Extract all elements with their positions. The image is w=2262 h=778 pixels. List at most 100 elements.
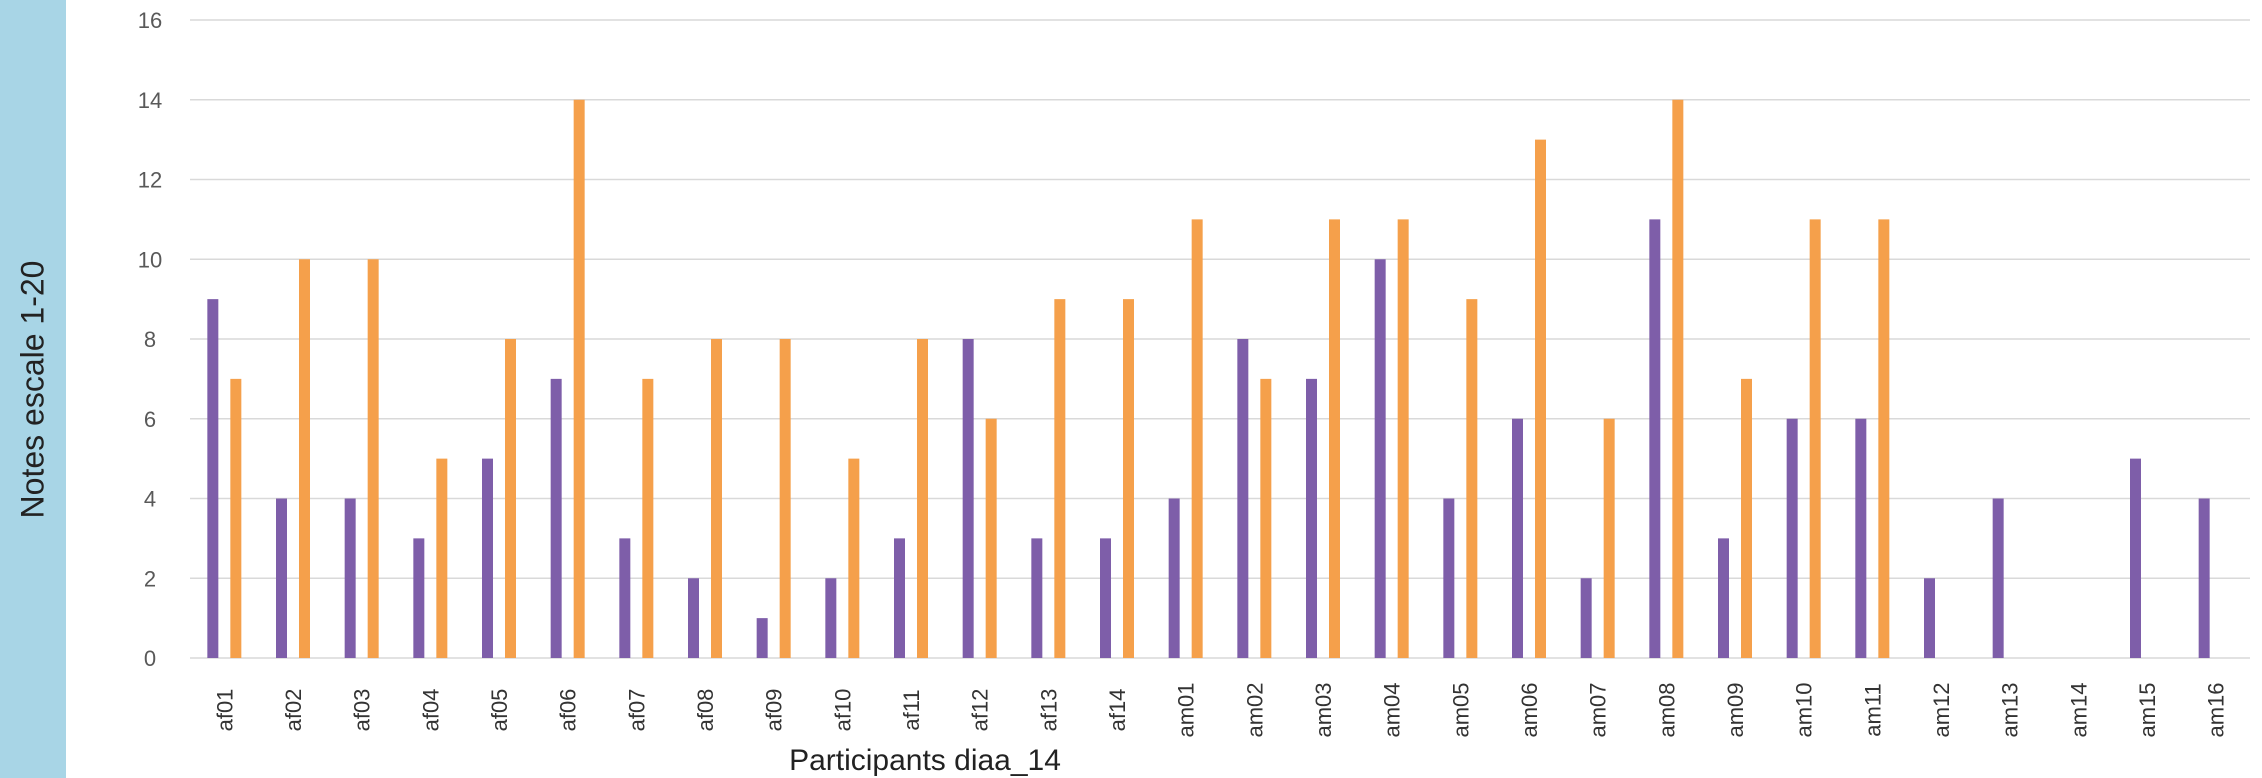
bar-series-1-am04 xyxy=(1374,259,1386,658)
x-tick-label: am03 xyxy=(1311,682,1336,737)
bar-series-2-am06 xyxy=(1535,139,1546,658)
bar-series-2-am10 xyxy=(1809,219,1821,658)
bar-series-2-af05 xyxy=(505,339,516,658)
y-tick-labels: 0 2 4 6 8 10 12 14 16 xyxy=(138,8,162,671)
x-tick-label: af02 xyxy=(281,689,306,732)
x-tick-label: am14 xyxy=(2066,682,2091,737)
bar-series-1-af14 xyxy=(1100,538,1111,658)
bar-series-1-am16 xyxy=(2198,498,2210,658)
x-tick-label: am07 xyxy=(1586,682,1611,737)
bar-series-2-af09 xyxy=(779,339,791,658)
bar-series-2-am02 xyxy=(1260,378,1272,658)
bar-series-1-am10 xyxy=(1786,418,1798,658)
y-tick-label: 8 xyxy=(144,327,156,352)
bar-series-1-af01 xyxy=(207,299,219,658)
y-tick-label: 6 xyxy=(144,407,156,432)
x-tick-label: af08 xyxy=(693,689,718,732)
x-tick-label: af04 xyxy=(418,689,443,732)
bar-series-1-af10 xyxy=(825,578,837,658)
bar-series-1-am07 xyxy=(1580,578,1592,658)
x-tick-label: am13 xyxy=(1998,682,2023,737)
x-tick-label: af10 xyxy=(830,689,855,732)
bar-series-2-am07 xyxy=(1603,418,1615,658)
y-tick-label: 10 xyxy=(138,247,162,272)
x-tick-label: af09 xyxy=(762,689,787,732)
bar-series-2-af08 xyxy=(711,339,722,658)
x-tick-label: af03 xyxy=(350,689,375,732)
x-tick-label: am01 xyxy=(1174,682,1199,737)
x-tick-label: af14 xyxy=(1105,689,1130,732)
x-tick-label: am16 xyxy=(2204,682,2229,737)
bar-series-1-af06 xyxy=(550,378,562,658)
bar-series-1-af05 xyxy=(482,458,493,658)
bar-series-1-af11 xyxy=(894,538,905,658)
bar-series-1-am05 xyxy=(1443,498,1455,658)
bar-series-2-af11 xyxy=(917,339,928,658)
bar-series-1-am09 xyxy=(1718,538,1729,658)
bar-series-1-af03 xyxy=(344,498,356,658)
x-tick-label: af12 xyxy=(968,689,993,732)
x-tick-label: am11 xyxy=(1860,683,1885,736)
bar-series-1-af08 xyxy=(688,578,699,658)
bar-series-2-am01 xyxy=(1191,219,1203,658)
y-tick-label: 4 xyxy=(144,487,156,512)
x-tick-label: am09 xyxy=(1723,682,1748,737)
x-tick-label: am06 xyxy=(1517,682,1542,737)
bar-series-1-am12 xyxy=(1924,578,1935,658)
bar-series-1-am08 xyxy=(1649,219,1661,658)
y-tick-label: 16 xyxy=(138,8,162,33)
x-tick-label: am02 xyxy=(1242,682,1267,737)
bar-series-2-af13 xyxy=(1054,299,1066,658)
bar-series-1-am01 xyxy=(1168,498,1180,658)
y-tick-label: 0 xyxy=(144,646,156,671)
x-axis-label: Participants diaa_14 xyxy=(789,744,1061,777)
bar-series-1-am15 xyxy=(2130,458,2141,658)
bar-series-2-af03 xyxy=(367,259,379,658)
x-tick-labels: af01 af02 af03 af04 af05 af06 af07 af08 af09 af10… xyxy=(212,682,2228,737)
bar-series-2-af02 xyxy=(299,259,310,658)
bar-series-1-af02 xyxy=(276,498,287,658)
x-tick-label: am05 xyxy=(1448,682,1473,737)
bar-series-1-am13 xyxy=(1992,498,2004,658)
y-tick-label: 12 xyxy=(138,168,162,193)
bar-series-1-am02 xyxy=(1237,339,1249,658)
bar-series-1-am11 xyxy=(1855,418,1867,658)
bar-series-2-af04 xyxy=(436,458,448,658)
bar-series-2-af10 xyxy=(848,458,860,658)
bar-series-2-af06 xyxy=(573,99,585,658)
bar-series-2-af14 xyxy=(1123,299,1134,658)
bar-series-1-am03 xyxy=(1306,378,1317,658)
bar-series-1-af04 xyxy=(413,538,425,658)
x-tick-label: am15 xyxy=(2135,682,2160,737)
x-tick-label: af01 xyxy=(212,689,237,732)
bars xyxy=(207,99,2210,658)
y-tick-label: 2 xyxy=(144,566,156,591)
side-accent-bar xyxy=(0,0,66,778)
bar-series-2-am11 xyxy=(1878,219,1890,658)
x-tick-label: am10 xyxy=(1792,682,1817,737)
x-tick-label: af05 xyxy=(487,689,512,732)
bar-series-2-am05 xyxy=(1466,299,1478,658)
bar-series-1-af13 xyxy=(1031,538,1043,658)
x-tick-label: af11 xyxy=(899,689,924,730)
bar-series-2-am04 xyxy=(1397,219,1409,658)
bar-series-2-am09 xyxy=(1741,378,1752,658)
bar-series-1-af09 xyxy=(756,618,768,658)
bar-series-2-af07 xyxy=(642,378,654,658)
x-tick-label: af07 xyxy=(624,689,649,732)
bar-series-2-af12 xyxy=(985,418,997,658)
x-tick-label: af06 xyxy=(556,689,581,732)
bar-series-2-am08 xyxy=(1672,99,1684,658)
x-tick-label: af13 xyxy=(1036,689,1061,732)
bar-series-1-af12 xyxy=(962,339,974,658)
bar-series-1-af07 xyxy=(619,538,631,658)
x-tick-label: am04 xyxy=(1380,682,1405,737)
bar-series-2-am03 xyxy=(1329,219,1340,658)
bar-series-2-af01 xyxy=(230,378,242,658)
x-tick-label: am12 xyxy=(1929,682,1954,737)
x-tick-label: am08 xyxy=(1654,682,1679,737)
gridlines xyxy=(190,19,2250,659)
bar-series-1-am06 xyxy=(1512,418,1523,658)
y-tick-label: 14 xyxy=(138,88,162,113)
